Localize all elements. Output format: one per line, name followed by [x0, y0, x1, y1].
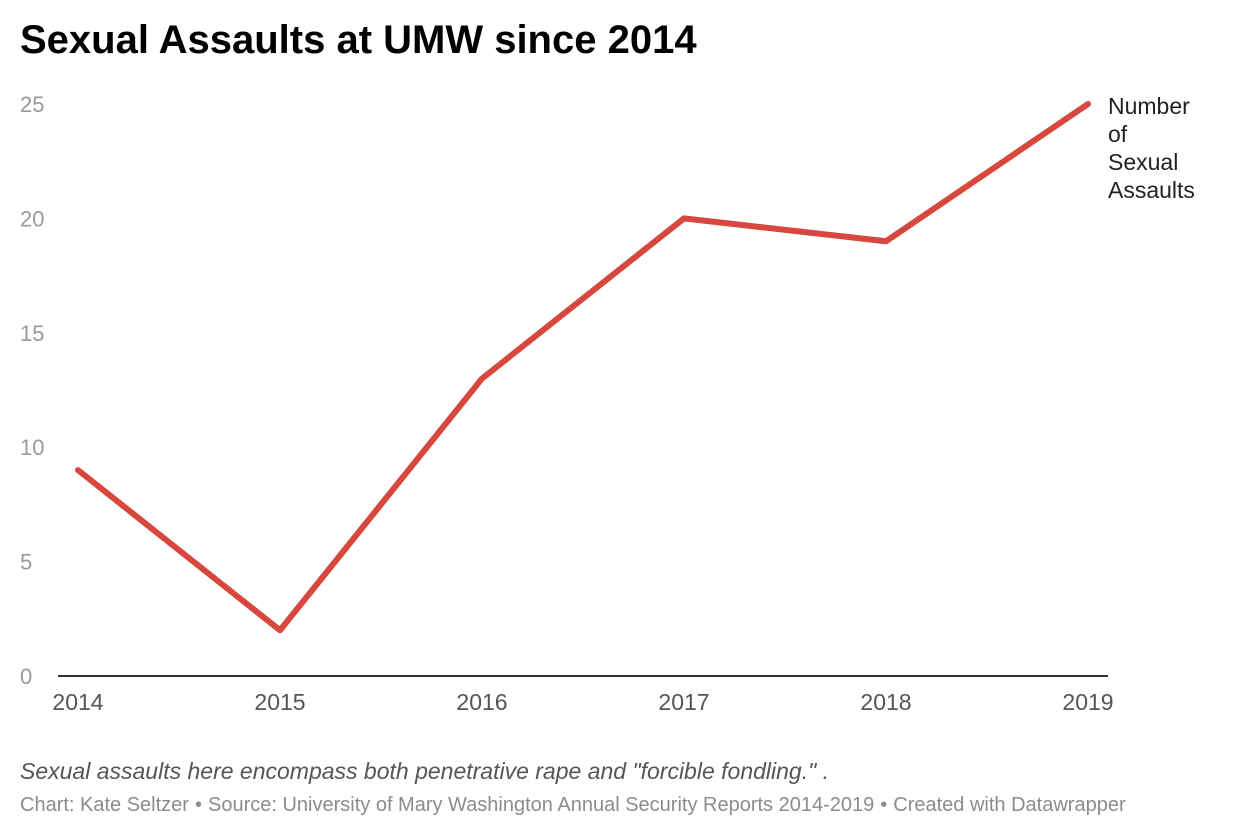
y-tick-label: 10: [20, 435, 44, 460]
chart-title: Sexual Assaults at UMW since 2014: [20, 18, 697, 62]
y-axis-ticks: 0 5 10 15 20 25: [20, 92, 44, 689]
series-label-group: Number of Sexual Assaults: [1108, 93, 1195, 203]
byline-separator: •: [194, 794, 202, 816]
line-chart: 0 5 10 15 20 25 2014 2015 2016 2017 2018 2019 Numb…: [20, 92, 1195, 715]
byline-chart-credit: Chart: Kate Seltzer: [20, 794, 189, 816]
series-line: [75, 101, 1091, 634]
chart-note: Sexual assaults here encompass both pene…: [20, 758, 830, 784]
x-tick-label: 2019: [1062, 689, 1113, 715]
x-axis-ticks: 2014 2015 2016 2017 2018 2019: [52, 689, 1113, 715]
y-tick-label: 15: [20, 321, 44, 346]
x-tick-label: 2016: [456, 689, 507, 715]
x-tick-label: 2018: [860, 689, 911, 715]
byline-source: Source: University of Mary Washington An…: [207, 794, 875, 816]
byline-created-with: Created with Datawrapper: [893, 794, 1126, 816]
byline-separator: •: [880, 794, 888, 816]
x-tick-label: 2017: [658, 689, 709, 715]
y-tick-label: 0: [20, 664, 32, 689]
y-tick-label: 20: [20, 206, 44, 231]
x-tick-label: 2014: [52, 689, 103, 715]
series-group: [75, 101, 1091, 634]
series-label: Number of Sexual Assaults: [1108, 93, 1195, 203]
y-tick-label: 5: [20, 550, 32, 575]
x-tick-label: 2015: [254, 689, 305, 715]
chart-byline: Chart: Kate Seltzer • Source: University o…: [20, 794, 1126, 817]
y-tick-label: 25: [20, 92, 44, 117]
